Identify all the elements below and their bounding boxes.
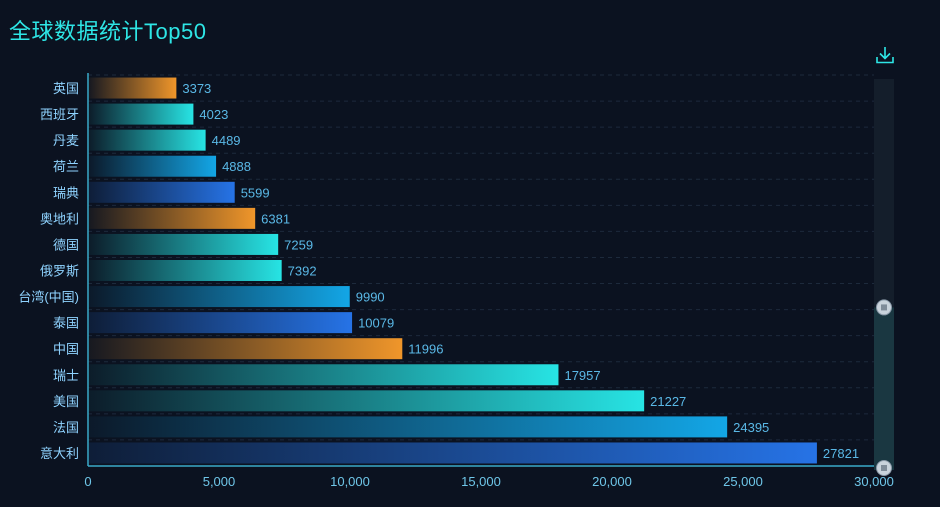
bar-12[interactable] [89,390,645,412]
x-tick-label: 5,000 [203,474,236,489]
x-tick-label: 15,000 [461,474,501,489]
category-label: 台湾(中国) [18,290,79,305]
bar-13[interactable] [89,416,728,438]
data-label: 4489 [212,133,241,148]
category-label: 意大利 [40,446,79,461]
category-label: 泰国 [53,316,79,331]
x-tick-label: 30,000 [854,474,894,489]
category-label: 荷兰 [53,159,79,174]
category-label: 英国 [53,81,79,96]
datazoom-slider[interactable] [874,79,894,476]
data-label: 3373 [182,81,211,96]
bars: 3373 4023 4489 4888 5599 6381 7259 7392 9990 1007… [89,77,859,464]
bar-3[interactable] [89,155,217,177]
category-label: 瑞士 [53,368,79,383]
bar-2[interactable] [89,129,206,151]
bar-9[interactable] [89,312,353,334]
bar-0[interactable] [89,77,177,99]
data-label: 24395 [733,420,769,435]
data-label: 27821 [823,446,859,461]
category-label: 德国 [53,237,79,252]
bar-14[interactable] [89,442,817,464]
download-icon [876,47,894,64]
x-tick-label: 0 [84,474,91,489]
category-label: 法国 [53,420,79,435]
data-label: 21227 [650,394,686,409]
data-label: 7259 [284,237,313,252]
x-tick-label: 25,000 [723,474,763,489]
data-label: 6381 [261,211,290,226]
data-label: 17957 [564,368,600,383]
chart-title: 全球数据统计Top50 [9,19,207,44]
category-label: 奥地利 [40,211,79,226]
bar-8[interactable] [89,286,350,308]
x-tick-label: 10,000 [330,474,370,489]
datazoom-handle-grip [881,304,887,311]
bar-5[interactable] [89,207,256,229]
category-label: 瑞典 [53,185,79,200]
bar-7[interactable] [89,260,282,281]
data-label: 9990 [356,290,385,305]
category-label: 俄罗斯 [40,264,79,279]
x-tick-label: 20,000 [592,474,632,489]
category-label: 中国 [53,342,79,357]
download-button[interactable] [874,44,896,66]
category-label: 丹麦 [53,133,79,148]
bar-11[interactable] [89,364,559,386]
data-label: 7392 [288,264,317,279]
category-label: 美国 [53,394,79,409]
data-label: 10079 [358,316,394,331]
bar-10[interactable] [89,338,403,360]
bar-6[interactable] [89,233,279,255]
data-label: 4888 [222,159,251,174]
datazoom-handle-grip [881,465,887,471]
bar-4[interactable] [89,181,235,203]
bar-1[interactable] [89,103,194,125]
data-label: 4023 [199,107,228,122]
category-label: 西班牙 [40,107,79,122]
data-label: 5599 [241,185,270,200]
data-label: 11996 [408,342,443,357]
datazoom-selection[interactable] [874,307,894,470]
